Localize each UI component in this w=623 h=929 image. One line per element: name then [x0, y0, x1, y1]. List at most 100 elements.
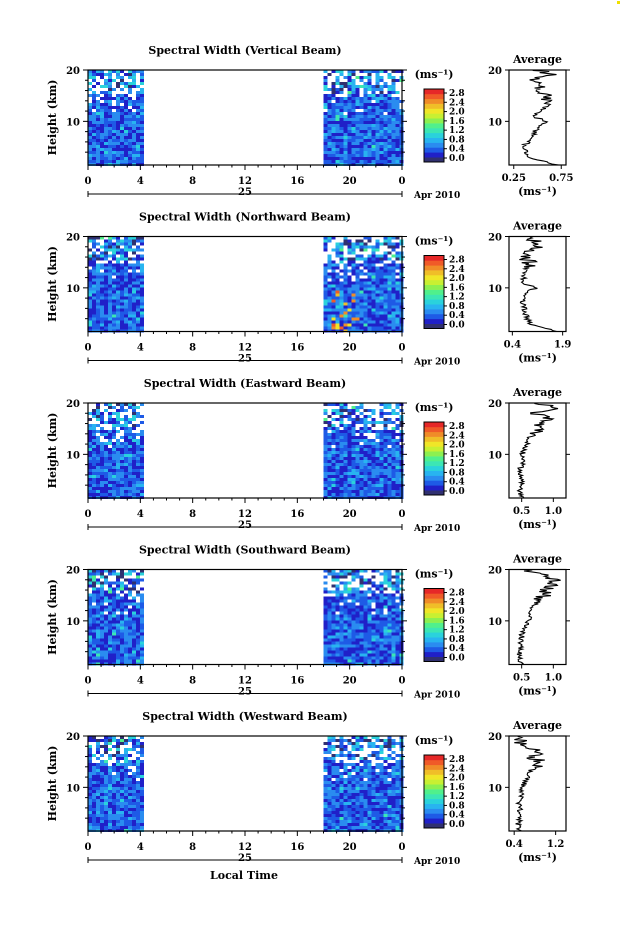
heatmap-cell: [363, 436, 368, 439]
heatmap-cell: [383, 311, 388, 315]
heatmap-cell: [371, 451, 376, 454]
heatmap-cell: [136, 439, 140, 442]
heatmap-cell: [387, 272, 392, 276]
heatmap-cell: [391, 596, 396, 600]
heatmap-cell: [116, 142, 120, 145]
heatmap-cell: [347, 602, 352, 606]
heatmap-cell: [335, 632, 340, 636]
heatmap-cell: [375, 775, 380, 778]
heatmap-cell: [116, 115, 120, 118]
heatmap-cell: [128, 653, 132, 657]
heatmap-cell: [371, 424, 376, 427]
heatmap-cell: [379, 487, 384, 490]
heatmap-cell: [100, 263, 104, 267]
heatmap-cell: [371, 475, 376, 478]
heatmap-cell: [136, 641, 140, 645]
heatmap-cell: [327, 457, 332, 460]
heatmap-cell: [375, 436, 380, 439]
heatmap-cell: [331, 145, 336, 148]
heatmap-cell: [387, 641, 392, 645]
heatmap-cell: [383, 118, 388, 121]
heatmap-cell: [120, 275, 124, 279]
heatmap-cell: [395, 245, 400, 249]
heatmap-cell: [120, 424, 124, 427]
heatmap-cell: [395, 638, 400, 642]
heatmap-cell: [379, 439, 384, 442]
heatmap-cell: [112, 623, 116, 627]
heatmap-cell: [140, 311, 144, 315]
heatmap-cell: [112, 802, 116, 805]
heatmap-cell: [108, 490, 112, 493]
heatmap-cell: [104, 769, 108, 772]
heatmap-cell: [116, 257, 120, 261]
heatmap-cell: [112, 463, 116, 466]
heatmap-cell: [343, 641, 348, 645]
heatmap-cell: [323, 790, 328, 793]
heatmap-cell: [116, 415, 120, 418]
heatmap-cell: [343, 308, 348, 312]
heatmap-cell: [383, 299, 388, 303]
heatmap-cell: [391, 587, 396, 591]
heatmap-cell: [355, 284, 360, 288]
heatmap-cell: [343, 478, 348, 481]
colorbar-tick-label: 1.6: [449, 616, 465, 626]
heatmap-cell: [92, 626, 96, 630]
heatmap-cell: [359, 629, 364, 633]
heatmap-cell: [88, 635, 92, 639]
heatmap-cell: [383, 103, 388, 106]
heatmap-cell: [331, 439, 336, 442]
heatmap-cell: [335, 254, 340, 258]
heatmap-cell: [120, 127, 124, 130]
heatmap-cell: [383, 254, 388, 258]
heatmap-cell: [339, 311, 344, 315]
heatmap-cell: [363, 490, 368, 493]
heatmap-cell: [339, 638, 344, 642]
heatmap-cell: [120, 296, 124, 300]
heatmap-cell: [379, 302, 384, 306]
heatmap-cell: [363, 157, 368, 160]
heatmap-cell: [347, 317, 352, 321]
heatmap-cell: [375, 106, 380, 109]
heatmap-cell: [88, 578, 92, 582]
heatmap-cell: [92, 133, 96, 136]
heatmap-cell: [351, 787, 356, 790]
heatmap-cell: [343, 142, 348, 145]
colorbar-tick-label: 2.0: [449, 274, 465, 284]
heatmap-cell: [120, 632, 124, 636]
heatmap-cell: [132, 445, 136, 448]
heatmap-cell: [351, 287, 356, 291]
heatmap-cell: [108, 775, 112, 778]
heatmap-cell: [128, 826, 132, 829]
heatmap-cell: [339, 293, 344, 297]
heatmap-cell: [359, 136, 364, 139]
heatmap-cell: [104, 296, 108, 300]
heatmap-cell: [375, 638, 380, 642]
heatmap-cell: [367, 263, 372, 267]
heatmap-cell: [132, 451, 136, 454]
heatmap-cell: [323, 326, 328, 330]
heatmap-cell: [128, 814, 132, 817]
heatmap-cell: [339, 632, 344, 636]
heatmap-cell: [104, 142, 108, 145]
heatmap-cell: [120, 490, 124, 493]
heatmap-cell: [383, 121, 388, 124]
heatmap-cell: [343, 106, 348, 109]
heatmap-cell: [383, 308, 388, 312]
heatmap-cell: [104, 317, 108, 321]
heatmap-cell: [96, 463, 100, 466]
heatmap-cell: [104, 115, 108, 118]
heatmap-cell: [339, 121, 344, 124]
heatmap-cell: [108, 632, 112, 636]
heatmap-cell: [96, 70, 100, 73]
heatmap-cell: [120, 142, 124, 145]
heatmap-cell: [371, 133, 376, 136]
colorbar-unit: (ms⁻¹): [415, 235, 454, 248]
heatmap-cell: [395, 793, 400, 796]
heatmap-cell: [339, 481, 344, 484]
heatmap-cell: [327, 796, 332, 799]
heatmap-cell: [363, 326, 368, 330]
heatmap-cell: [88, 799, 92, 802]
heatmap-cell: [100, 136, 104, 139]
heatmap-cell: [104, 641, 108, 645]
heatmap-cell: [371, 154, 376, 157]
